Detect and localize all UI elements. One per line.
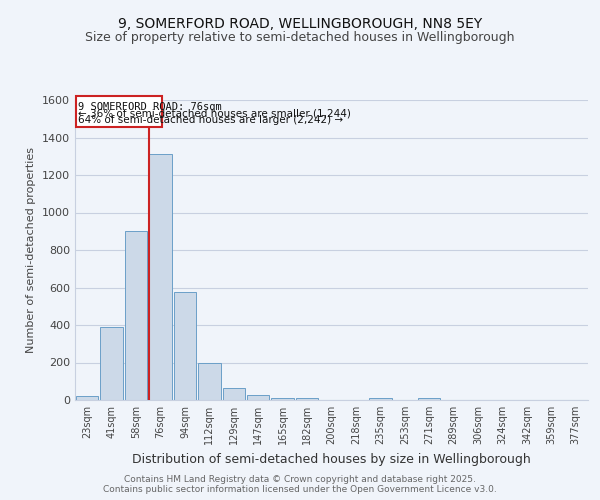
Bar [76, 96, 162, 127]
Bar [369, 398, 392, 400]
Bar [173, 292, 196, 400]
Bar [296, 398, 319, 400]
Text: Contains public sector information licensed under the Open Government Licence v3: Contains public sector information licen… [103, 485, 497, 494]
Bar [149, 154, 172, 400]
Text: ← 36% of semi-detached houses are smaller (1,244): ← 36% of semi-detached houses are smalle… [78, 108, 351, 118]
Text: 9, SOMERFORD ROAD, WELLINGBOROUGH, NN8 5EY: 9, SOMERFORD ROAD, WELLINGBOROUGH, NN8 5… [118, 18, 482, 32]
Bar [271, 398, 294, 400]
Bar [418, 398, 440, 400]
Text: Contains HM Land Registry data © Crown copyright and database right 2025.: Contains HM Land Registry data © Crown c… [124, 475, 476, 484]
Text: Size of property relative to semi-detached houses in Wellingborough: Size of property relative to semi-detach… [85, 31, 515, 44]
Bar [223, 388, 245, 400]
Bar [125, 231, 148, 400]
Text: 9 SOMERFORD ROAD: 76sqm: 9 SOMERFORD ROAD: 76sqm [78, 102, 222, 112]
Bar [76, 396, 98, 400]
Bar [198, 362, 221, 400]
Bar [100, 327, 123, 400]
Y-axis label: Number of semi-detached properties: Number of semi-detached properties [26, 147, 37, 353]
X-axis label: Distribution of semi-detached houses by size in Wellingborough: Distribution of semi-detached houses by … [132, 452, 531, 466]
Text: 64% of semi-detached houses are larger (2,242) →: 64% of semi-detached houses are larger (… [78, 114, 343, 124]
Bar [247, 396, 269, 400]
